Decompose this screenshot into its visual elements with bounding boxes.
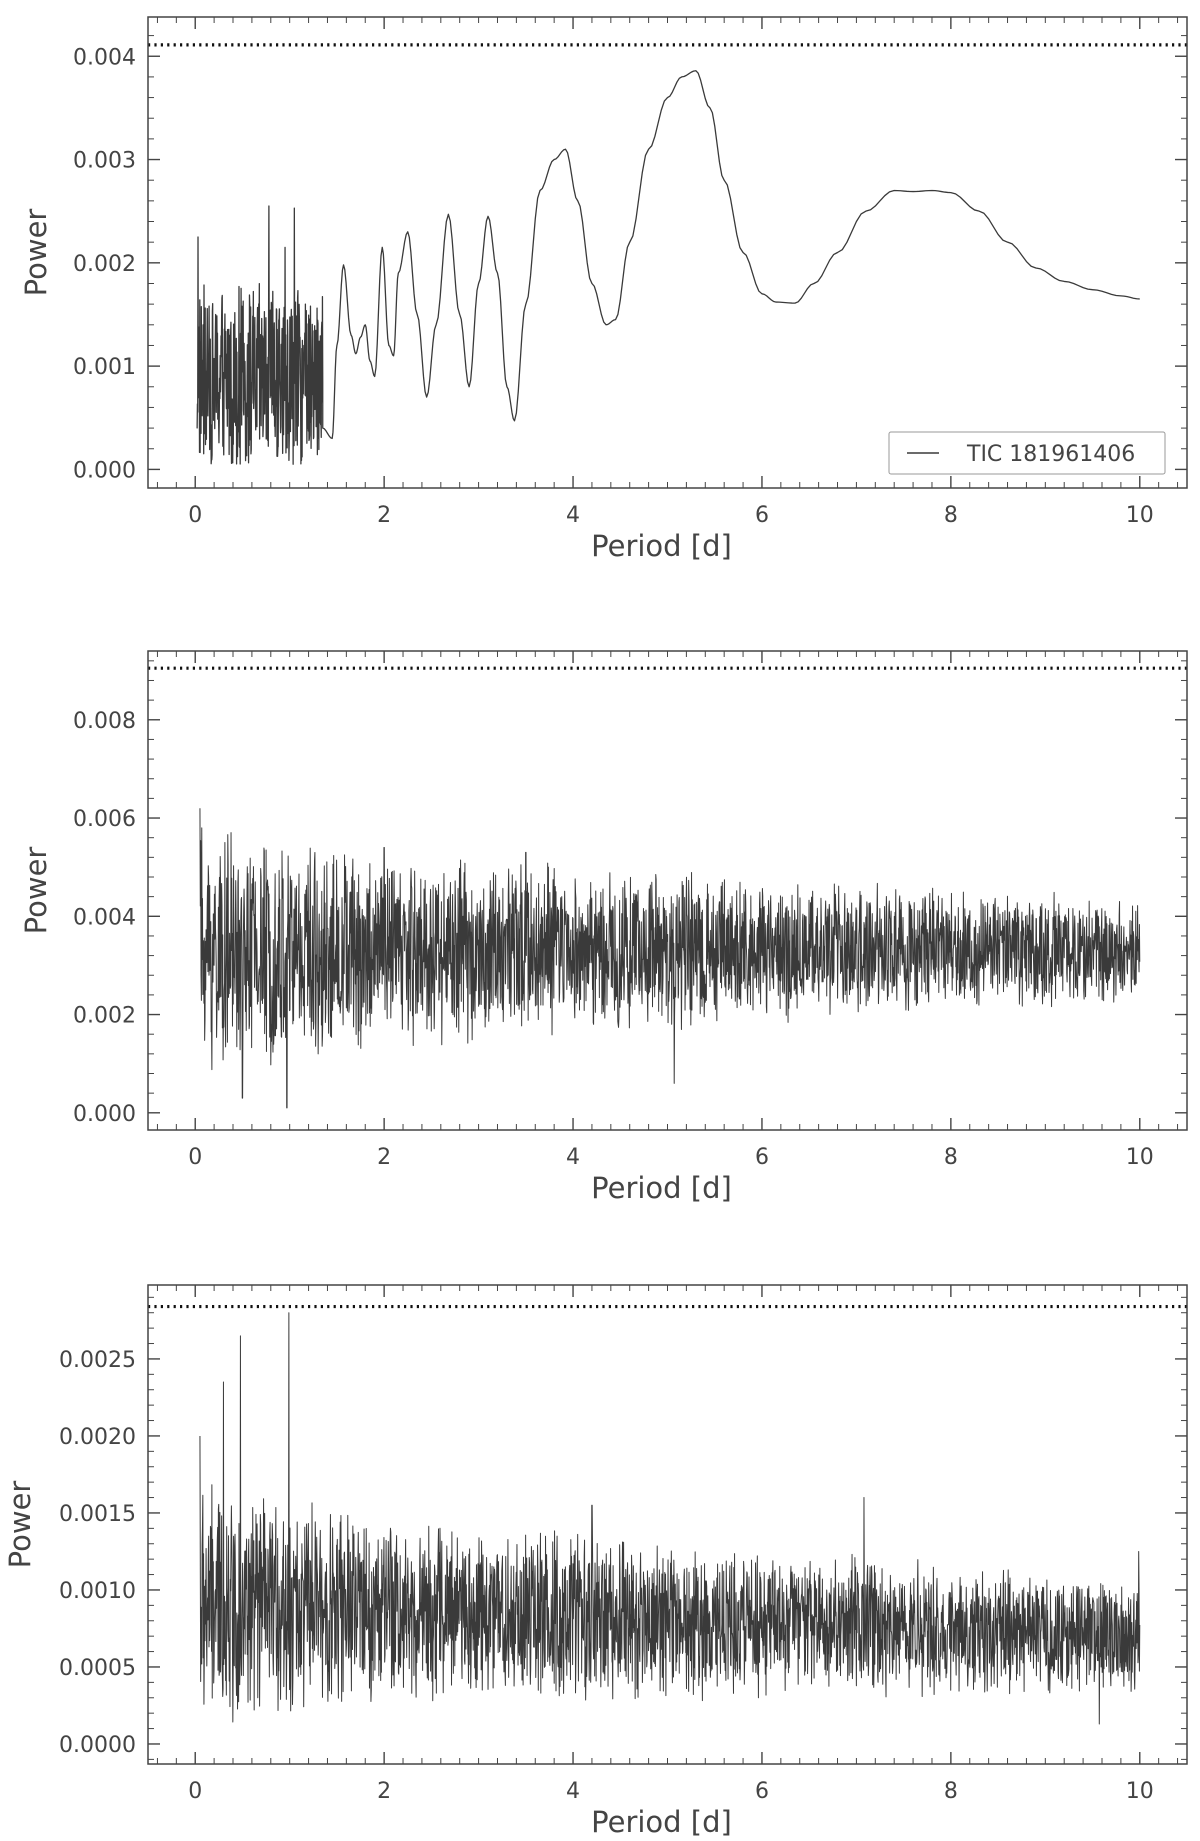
x-tick-label: 4	[566, 503, 580, 528]
y-tick-label: 0.003	[73, 149, 136, 174]
x-tick-label: 2	[377, 1145, 391, 1170]
y-tick-label: 0.0010	[59, 1579, 136, 1604]
y-axis-label: Power	[19, 847, 53, 935]
x-tick-label: 8	[944, 1779, 958, 1804]
x-tick-label: 2	[377, 503, 391, 528]
series-group	[196, 70, 1140, 465]
y-tick-label: 0.002	[73, 252, 136, 277]
y-axis-label: Power	[3, 1481, 37, 1569]
periodogram-bottom: 0 2 4 6 8 10 0.0000 0.0005 0.0010 0.0015 0.0020 0.0…	[3, 1284, 1188, 1839]
x-tick-label: 10	[1126, 503, 1154, 528]
y-tick-label: 0.004	[73, 45, 136, 70]
series-line	[199, 808, 1141, 1109]
x-tick-label: 4	[566, 1779, 580, 1804]
y-tick-label: 0.0020	[59, 1425, 136, 1450]
y-tick-label: 0.002	[73, 1004, 136, 1029]
y-tick-label: 0.0000	[59, 1733, 136, 1758]
y-tick-label: 0.0005	[59, 1656, 136, 1681]
x-axis-label: Period [d]	[591, 1171, 732, 1205]
y-tick-label: 0.0015	[59, 1502, 136, 1527]
x-tick-label: 6	[755, 1779, 769, 1804]
x-tick-label: 8	[944, 503, 958, 528]
periodogram-middle: 0 2 4 6 8 10 0.000 0.002 0.004 0.006 0.008 Period […	[19, 650, 1188, 1205]
series-line	[196, 70, 1140, 465]
series-line	[199, 1312, 1141, 1725]
x-tick-label: 10	[1126, 1779, 1154, 1804]
y-tick-label: 0.000	[73, 1102, 136, 1127]
x-tick-label: 0	[188, 1145, 202, 1170]
x-tick-label: 6	[755, 1145, 769, 1170]
y-tick-label: 0.008	[73, 709, 136, 734]
x-axis-label: Period [d]	[591, 529, 732, 563]
x-tick-label: 0	[188, 503, 202, 528]
y-tick-label: 0.0025	[59, 1348, 136, 1373]
x-tick-label: 2	[377, 1779, 391, 1804]
x-axis-label: Period [d]	[591, 1805, 732, 1839]
x-tick-label: 8	[944, 1145, 958, 1170]
legend-box	[888, 431, 1166, 475]
series-group	[199, 1312, 1141, 1725]
x-tick-label: 10	[1126, 1145, 1154, 1170]
y-tick-label: 0.000	[73, 458, 136, 483]
y-axis-label: Power	[19, 209, 53, 297]
x-tick-label: 0	[188, 1779, 202, 1804]
x-tick-label: 4	[566, 1145, 580, 1170]
x-tick-label: 6	[755, 503, 769, 528]
y-tick-label: 0.004	[73, 905, 136, 930]
y-tick-label: 0.001	[73, 355, 136, 380]
series-group	[199, 808, 1141, 1109]
periodogram-top: 0 2 4 6 8 10 0.000 0.001 0.002 0.003 0.004 Period […	[19, 16, 1188, 563]
y-tick-label: 0.006	[73, 807, 136, 832]
legend-label: TIC 181961406	[966, 442, 1135, 467]
